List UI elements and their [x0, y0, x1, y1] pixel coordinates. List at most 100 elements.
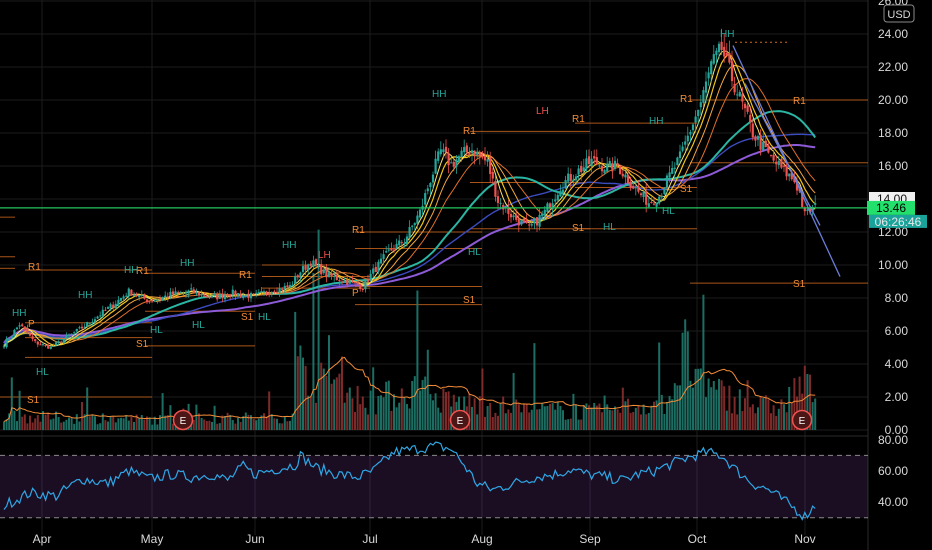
candle-body [427, 188, 429, 191]
volume-bar [3, 421, 5, 430]
candle-body [484, 156, 486, 161]
volume-bar [702, 295, 704, 430]
candle-body [814, 203, 816, 205]
candle-body [479, 152, 481, 156]
candle-body [242, 295, 244, 298]
x-tick-label: May [141, 532, 164, 546]
candle-body [294, 276, 296, 284]
candle-body [788, 174, 790, 177]
volume-bar [344, 403, 346, 430]
volume-bar [648, 413, 650, 430]
volume-bar [754, 413, 756, 430]
volume-bar [16, 421, 18, 430]
volume-bar [172, 424, 174, 430]
volume-bar [107, 422, 109, 430]
volume-bar [536, 409, 538, 430]
volume-bar [216, 424, 218, 430]
candle-body [752, 124, 754, 138]
pivot-label: S1 [463, 295, 476, 306]
candle-body [276, 292, 278, 293]
candle-body [107, 307, 109, 309]
candle-body [19, 325, 21, 326]
volume-bar [29, 416, 31, 430]
candle-body [648, 203, 650, 207]
x-tick-label: Jun [245, 532, 264, 546]
candle-body [232, 290, 234, 296]
candle-body [539, 215, 541, 227]
volume-bar [253, 419, 255, 430]
volume-bar [333, 379, 335, 430]
volume-bar [50, 419, 52, 430]
swing-label: HL [192, 320, 205, 331]
candle-body [26, 328, 28, 333]
volume-bar [710, 387, 712, 430]
volume-bar [271, 414, 273, 430]
candle-body [58, 341, 60, 342]
candle-body [682, 147, 684, 151]
volume-bar [104, 420, 106, 430]
candle-body [42, 344, 44, 345]
swing-label: HH [720, 29, 734, 40]
candle-body [351, 280, 353, 281]
candle-body [315, 259, 317, 265]
volume-bar [643, 405, 645, 430]
y-tick-label: 16.00 [878, 159, 908, 173]
volume-bar [442, 388, 444, 430]
volume-bar [749, 407, 751, 430]
candle-body [299, 273, 301, 278]
volume-bar [159, 415, 161, 430]
candle-body [414, 223, 416, 225]
last-price-badge: 13.46 [867, 201, 915, 215]
volume-bar [440, 413, 442, 430]
candle-body [463, 147, 465, 152]
volume-bar [770, 413, 772, 430]
candle-body [492, 172, 494, 179]
volume-bar [541, 403, 543, 430]
volume-bar [325, 376, 327, 430]
volume-bar [419, 390, 421, 430]
volume-bar [341, 356, 343, 430]
candle-body [513, 215, 515, 217]
candle-body [216, 294, 218, 299]
candle-body [162, 297, 164, 300]
pivot-label: S1 [572, 223, 585, 234]
volume-bar [331, 384, 333, 430]
volume-bar [86, 387, 88, 430]
volume-bar [229, 415, 231, 430]
volume-bar [219, 423, 221, 430]
volume-bar [567, 419, 569, 430]
candle-body [598, 165, 600, 166]
volume-bar [661, 395, 663, 430]
volume-bar [557, 402, 559, 430]
candle-body [229, 295, 231, 296]
candle-body [778, 161, 780, 165]
volume-bar [115, 422, 117, 430]
candle-body [263, 291, 265, 292]
volume-bar [427, 350, 429, 430]
candle-body [536, 217, 538, 225]
candle-body [133, 295, 135, 296]
volume-bar [125, 415, 127, 430]
earnings-marker: E [451, 411, 470, 430]
candle-body [190, 288, 192, 289]
candle-body [60, 342, 62, 343]
candle-body [3, 346, 5, 347]
volume-bar [21, 417, 23, 430]
volume-bar [624, 401, 626, 430]
candle-body [432, 175, 434, 183]
volume-bar [94, 416, 96, 430]
pivot-label: R1 [463, 126, 476, 137]
candle-body [6, 339, 8, 347]
volume-bar [471, 407, 473, 430]
candle-body [500, 203, 502, 204]
volume-bar [635, 408, 637, 430]
volume-bar [812, 402, 814, 430]
volume-bar [554, 410, 556, 430]
candle-body [695, 117, 697, 123]
volume-bar [747, 380, 749, 430]
volume-bar [169, 405, 171, 430]
volume-bar [658, 343, 660, 430]
candle-body [71, 334, 73, 335]
volume-bar [424, 377, 426, 430]
